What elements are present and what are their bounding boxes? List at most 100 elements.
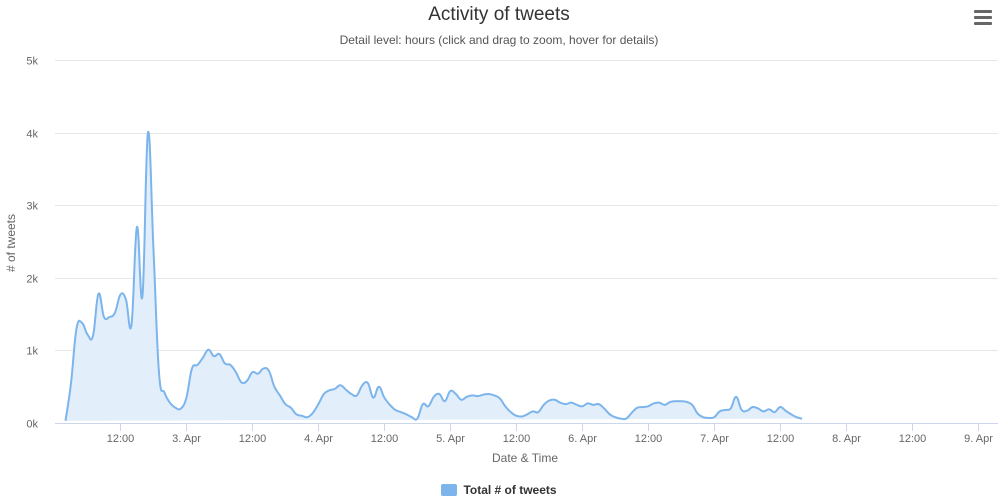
data-point[interactable]: 320	[459, 397, 464, 402]
data-point[interactable]	[987, 0, 992, 3]
data-point[interactable]: 1520	[112, 310, 117, 315]
data-point[interactable]: 120	[525, 412, 530, 417]
data-point[interactable]: 200	[728, 406, 733, 411]
data-point[interactable]	[888, 0, 893, 3]
chart-plot-area[interactable]: 3055013001380122012001780146014601520177…	[0, 0, 998, 480]
data-point[interactable]: 1700	[123, 297, 128, 302]
data-point[interactable]: 120	[294, 412, 299, 417]
data-point[interactable]: 80	[712, 415, 717, 420]
data-point[interactable]: 100	[299, 413, 304, 418]
data-point[interactable]	[827, 0, 832, 3]
data-point[interactable]: 420	[162, 390, 167, 395]
data-point[interactable]: 60	[800, 416, 805, 421]
data-point[interactable]: 260	[563, 402, 568, 407]
data-point[interactable]: 320	[552, 397, 557, 402]
data-point[interactable]	[948, 0, 953, 3]
data-point[interactable]: 680	[255, 371, 260, 376]
data-point[interactable]: 1200	[90, 333, 95, 338]
data-point[interactable]: 260	[283, 402, 288, 407]
data-point[interactable]: 700	[233, 370, 238, 375]
data-point[interactable]	[816, 0, 821, 3]
data-point[interactable]: 80	[701, 415, 706, 420]
data-point[interactable]: 1750	[140, 293, 145, 298]
data-point[interactable]: 210	[635, 405, 640, 410]
data-point[interactable]: 550	[69, 381, 74, 386]
data-point[interactable]: 360	[431, 394, 436, 399]
data-point[interactable]	[904, 0, 909, 3]
data-point[interactable]: 750	[189, 366, 194, 371]
data-point[interactable]: 1770	[118, 292, 123, 297]
data-point[interactable]	[871, 0, 876, 3]
data-point[interactable]: 360	[464, 394, 469, 399]
data-point[interactable]: 1220	[85, 332, 90, 337]
data-point[interactable]: 250	[574, 402, 579, 407]
data-point[interactable]: 800	[228, 362, 233, 367]
data-point[interactable]: 80	[305, 415, 310, 420]
data-point[interactable]: 290	[668, 399, 673, 404]
data-point[interactable]	[959, 0, 964, 3]
data-point[interactable]: 30	[63, 418, 68, 423]
data-point[interactable]: 180	[723, 407, 728, 412]
data-point[interactable]	[866, 0, 871, 3]
data-point[interactable]: 2400	[151, 246, 156, 251]
data-point[interactable]: 270	[651, 401, 656, 406]
data-point[interactable]: 380	[277, 393, 282, 398]
data-point[interactable]: 120	[789, 412, 794, 417]
data-point[interactable]: 80	[613, 415, 618, 420]
data-point[interactable]: 200	[756, 406, 761, 411]
data-point[interactable]: 60	[618, 416, 623, 421]
data-point[interactable]: 340	[497, 396, 502, 401]
data-point[interactable]: 50	[805, 417, 810, 422]
data-point[interactable]: 470	[332, 386, 337, 391]
data-point[interactable]: 460	[343, 387, 348, 392]
data-point[interactable]: 450	[327, 388, 332, 393]
data-point[interactable]: 260	[420, 402, 425, 407]
data-point[interactable]	[844, 0, 849, 3]
data-point[interactable]: 360	[734, 394, 739, 399]
data-point[interactable]: 200	[602, 406, 607, 411]
data-point[interactable]: 250	[591, 402, 596, 407]
data-point[interactable]: 170	[745, 408, 750, 413]
data-point[interactable]: 180	[393, 407, 398, 412]
data-point[interactable]: 720	[266, 368, 271, 373]
data-point[interactable]	[838, 0, 843, 3]
data-point[interactable]	[882, 0, 887, 3]
data-point[interactable]: 150	[772, 410, 777, 415]
data-point[interactable]: 1300	[74, 326, 79, 331]
data-point[interactable]: 520	[360, 383, 365, 388]
data-point[interactable]: 70	[706, 415, 711, 420]
data-point[interactable]: 160	[530, 409, 535, 414]
data-point[interactable]: 1350	[129, 322, 134, 327]
data-point[interactable]: 520	[338, 383, 343, 388]
data-point[interactable]: 750	[261, 366, 266, 371]
data-point[interactable]: 60	[624, 416, 629, 421]
data-point[interactable]: 2700	[134, 224, 139, 229]
data-point[interactable]	[833, 0, 838, 3]
data-point[interactable]: 120	[404, 412, 409, 417]
data-point[interactable]: 270	[585, 401, 590, 406]
data-point[interactable]	[855, 0, 860, 3]
data-point[interactable]: 390	[481, 392, 486, 397]
data-point[interactable]: 400	[486, 391, 491, 396]
data-point[interactable]: 180	[739, 407, 744, 412]
data-point[interactable]	[877, 0, 882, 3]
legend-item[interactable]: Total # of tweets	[441, 483, 557, 497]
data-point[interactable]: 250	[541, 402, 546, 407]
data-point[interactable]: 290	[684, 399, 689, 404]
data-point[interactable]: 150	[536, 410, 541, 415]
data-point[interactable]: 4000	[145, 130, 150, 135]
data-point[interactable]: 1780	[96, 291, 101, 296]
data-point[interactable]	[943, 0, 948, 3]
data-point[interactable]: 350	[382, 395, 387, 400]
data-point[interactable]: 900	[200, 355, 205, 360]
data-point[interactable]: 120	[607, 412, 612, 417]
data-point[interactable]	[976, 0, 981, 3]
data-point[interactable]: 190	[767, 407, 772, 412]
data-point[interactable]: 210	[288, 405, 293, 410]
data-point[interactable]	[970, 0, 975, 3]
data-point[interactable]	[849, 0, 854, 3]
data-point[interactable]: 380	[470, 393, 475, 398]
data-point[interactable]: 220	[750, 405, 755, 410]
data-point[interactable]: 1460	[107, 315, 112, 320]
data-point[interactable]: 820	[222, 361, 227, 366]
